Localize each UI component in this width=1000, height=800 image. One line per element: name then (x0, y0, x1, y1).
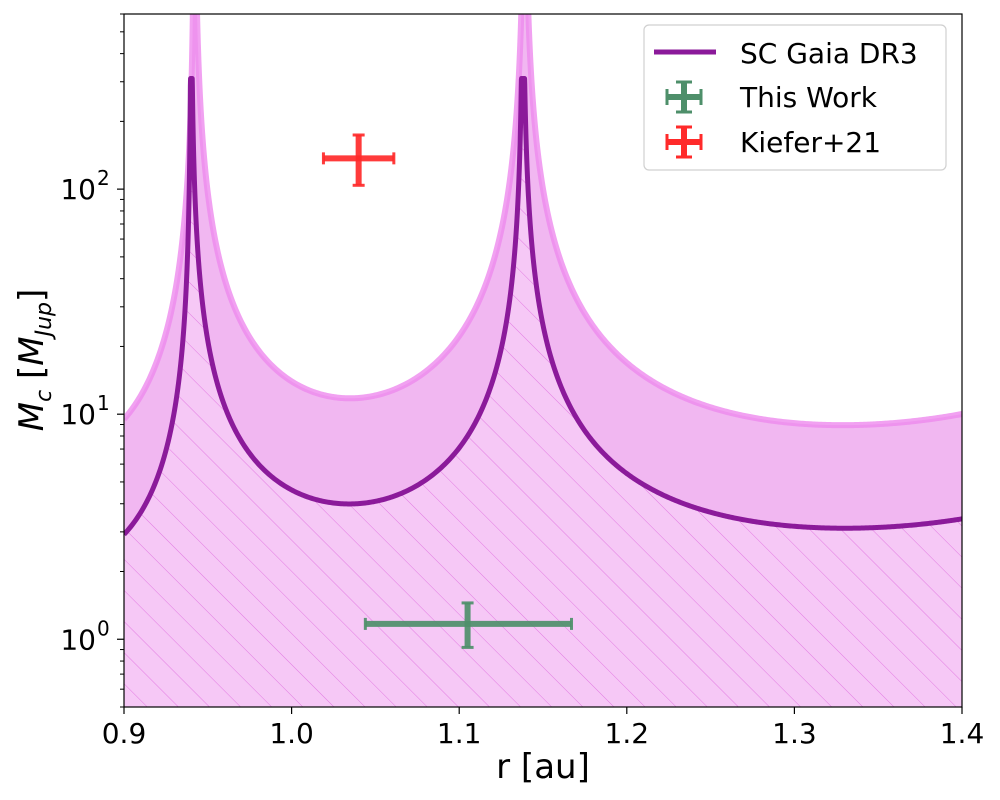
y-label-unit-sub: Jup (32, 302, 57, 340)
x-axis-label: r [au] (496, 747, 590, 787)
y-tick-label: 10 (60, 623, 96, 656)
excluded-region-hatch (124, 78, 962, 707)
x-axis: 0.9 1.0 1.1 1.2 1.3 1.4 (102, 707, 985, 750)
errorbar-this-work (363, 601, 573, 649)
sc-gaia-dr3-curve (124, 76, 962, 537)
upper-bound-curve (124, 14, 962, 429)
legend: SC Gaia DR3 This Work Kiefer+21 (643, 24, 947, 171)
plot-area (124, 14, 962, 707)
errorbars (321, 133, 573, 649)
legend-label-this-work: This Work (739, 81, 878, 114)
legend-marker-kiefer21 (665, 125, 703, 159)
x-tick-label: 1.2 (605, 717, 650, 750)
y-label-unit: M (12, 336, 52, 365)
legend-marker-this-work (665, 80, 703, 114)
x-tick-label: 1.0 (269, 717, 314, 750)
y-tick-label: 10 (60, 398, 96, 431)
x-tick-label: 1.4 (940, 717, 985, 750)
y-label-open-bracket: [ (12, 366, 52, 390)
y-tick-exponent: 1 (97, 391, 110, 415)
legend-label-sc-gaia-dr3: SC Gaia DR3 (740, 37, 918, 70)
svg-text:Mc [MJup]: Mc [MJup] (12, 289, 57, 432)
y-tick-exponent: 2 (97, 166, 110, 190)
y-tick-label: 10 (60, 173, 96, 206)
y-tick-exponent: 0 (97, 616, 110, 640)
y-label-sub: c (32, 390, 57, 402)
x-tick-label: 1.3 (772, 717, 817, 750)
legend-box (643, 24, 947, 171)
uncertainty-band (124, 14, 962, 535)
legend-label-kiefer21: Kiefer+21 (740, 126, 881, 159)
x-tick-label: 0.9 (102, 717, 147, 750)
y-label-close-bracket: ] (12, 289, 52, 302)
errorbar-kiefer-21 (321, 133, 396, 187)
y-label-main: M (12, 402, 52, 431)
x-tick-label: 1.1 (437, 717, 482, 750)
plot-frame (123, 13, 963, 708)
y-axis-label: Mc [MJup] (12, 289, 57, 432)
